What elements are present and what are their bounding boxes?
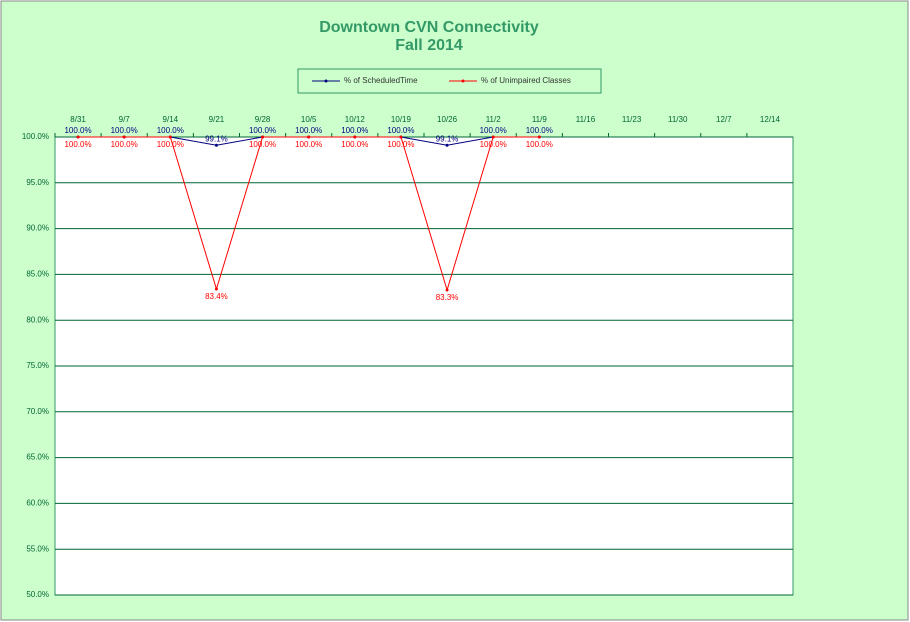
y-tick-label: 60.0%	[26, 499, 49, 508]
data-point	[168, 135, 172, 139]
x-tick-label: 10/19	[391, 115, 412, 124]
data-point	[261, 135, 265, 139]
y-tick-label: 85.0%	[26, 270, 49, 279]
data-label: 100.0%	[64, 126, 91, 135]
legend-marker	[461, 79, 465, 83]
data-point	[214, 143, 218, 147]
data-label: 100.0%	[480, 126, 507, 135]
x-tick-label: 10/5	[301, 115, 317, 124]
x-tick-label: 11/9	[532, 115, 548, 124]
x-tick-label: 12/14	[760, 115, 781, 124]
x-tick-label: 12/7	[716, 115, 732, 124]
data-label: 100.0%	[295, 126, 322, 135]
data-label: 100.0%	[111, 126, 138, 135]
data-label: 100.0%	[64, 140, 91, 149]
x-tick-label: 11/2	[486, 115, 502, 124]
data-label: 100.0%	[526, 140, 553, 149]
y-tick-label: 100.0%	[22, 132, 49, 141]
data-point	[399, 135, 403, 139]
data-label: 100.0%	[157, 126, 184, 135]
data-label: 100.0%	[111, 140, 138, 149]
y-tick-label: 65.0%	[26, 453, 49, 462]
data-label: 100.0%	[526, 126, 553, 135]
x-tick-label: 9/14	[163, 115, 179, 124]
data-label: 100.0%	[341, 140, 368, 149]
data-label: 100.0%	[249, 140, 276, 149]
data-label: 100.0%	[157, 140, 184, 149]
data-label: 100.0%	[249, 126, 276, 135]
y-tick-label: 80.0%	[26, 315, 49, 324]
data-point	[214, 287, 218, 291]
data-point	[445, 143, 449, 147]
y-tick-label: 50.0%	[26, 590, 49, 599]
legend-label: % of ScheduledTime	[344, 76, 418, 85]
data-label: 100.0%	[387, 126, 414, 135]
x-tick-label: 11/23	[622, 115, 642, 124]
y-tick-label: 75.0%	[26, 361, 49, 370]
chart-title: Downtown CVN Connectivity	[319, 19, 539, 36]
y-tick-label: 90.0%	[26, 224, 49, 233]
data-point	[307, 135, 311, 139]
y-tick-label: 55.0%	[26, 544, 49, 553]
data-label: 100.0%	[341, 126, 368, 135]
x-tick-label: 9/21	[209, 115, 225, 124]
chart-subtitle: Fall 2014	[395, 37, 463, 54]
data-label: 100.0%	[295, 140, 322, 149]
data-label: 99.1%	[205, 134, 228, 143]
data-label: 100.0%	[480, 140, 507, 149]
x-tick-label: 9/28	[255, 115, 271, 124]
data-point	[537, 135, 541, 139]
data-label: 83.4%	[205, 292, 228, 301]
y-tick-label: 70.0%	[26, 407, 49, 416]
x-tick-label: 10/12	[345, 115, 366, 124]
y-tick-label: 95.0%	[26, 178, 49, 187]
x-tick-label: 11/16	[576, 115, 596, 124]
x-tick-label: 8/31	[70, 115, 86, 124]
x-tick-label: 10/26	[437, 115, 458, 124]
data-label: 100.0%	[387, 140, 414, 149]
data-point	[491, 135, 495, 139]
data-point	[353, 135, 357, 139]
data-label: 99.1%	[436, 134, 459, 143]
x-tick-label: 9/7	[119, 115, 131, 124]
data-point	[445, 288, 449, 292]
data-point	[76, 135, 80, 139]
data-point	[122, 135, 126, 139]
legend-marker	[324, 79, 328, 83]
data-label: 83.3%	[436, 293, 459, 302]
x-tick-label: 11/30	[668, 115, 688, 124]
legend-label: % of Unimpaired Classes	[481, 76, 571, 85]
